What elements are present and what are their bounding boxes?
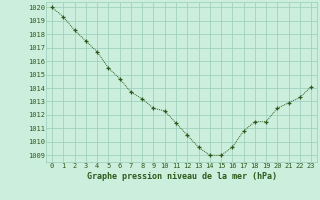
X-axis label: Graphe pression niveau de la mer (hPa): Graphe pression niveau de la mer (hPa) [87, 172, 276, 181]
